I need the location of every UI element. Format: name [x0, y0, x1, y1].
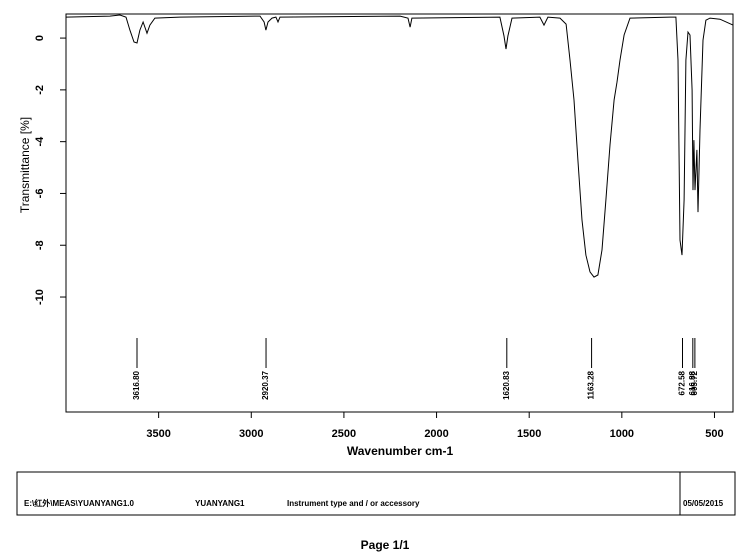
- peak-label: 1620.83: [502, 370, 511, 399]
- y-axis-label: Transmittance [%]: [18, 117, 32, 213]
- y-tick-label: -6: [34, 189, 46, 199]
- x-axis-label: Wavenumber cm-1: [347, 444, 454, 458]
- y-tick-label: -10: [34, 289, 46, 305]
- y-tick-label: -8: [34, 240, 46, 250]
- x-tick-label: 1000: [610, 428, 634, 440]
- footer-path: E:\红外\MEAS\YUANYANG1.0: [24, 498, 134, 508]
- peak-label: 605.72: [690, 370, 699, 395]
- peak-label: 3616.80: [132, 370, 141, 399]
- x-tick-label: 1500: [517, 428, 541, 440]
- peak-label: 1163.28: [587, 370, 596, 399]
- footer-box: [16, 471, 736, 516]
- footer-sample: YUANYANG1: [195, 499, 245, 508]
- x-tick-label: 3500: [146, 428, 170, 440]
- x-tick-label: 2000: [424, 428, 448, 440]
- y-tick-label: 0: [34, 35, 46, 41]
- x-tick-label: 3000: [239, 428, 263, 440]
- peak-label: 616.88: [688, 370, 697, 395]
- peak-label: 672.58: [678, 370, 687, 395]
- y-tick-label: -2: [34, 85, 46, 95]
- page-number: Page 1/1: [361, 538, 410, 552]
- x-tick-label: 2500: [332, 428, 356, 440]
- spectrum-line: [65, 14, 734, 278]
- y-tick-label: -4: [34, 136, 46, 147]
- x-tick-label: 500: [705, 428, 723, 440]
- footer-date: 05/05/2015: [683, 499, 724, 508]
- footer-instrument: Instrument type and / or accessory: [287, 499, 420, 508]
- peak-label: 2920.37: [261, 370, 270, 399]
- plot-frame: [65, 13, 734, 413]
